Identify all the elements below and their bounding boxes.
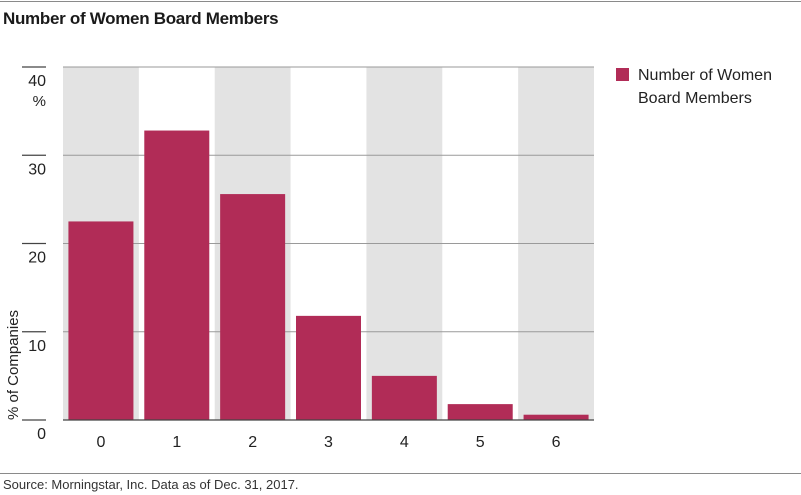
bar (523, 414, 589, 420)
x-tick-label: 0 (96, 434, 105, 451)
y-tick-label: 40 (28, 73, 46, 90)
bar (371, 375, 437, 420)
bar (68, 221, 134, 420)
legend-swatch (616, 68, 629, 81)
bar (220, 194, 286, 420)
chart-title: Number of Women Board Members (3, 9, 279, 28)
legend-label: Number of Women Board Members (638, 67, 772, 107)
bar (144, 130, 210, 421)
y-tick-label: 0 (37, 426, 46, 443)
bar (296, 315, 361, 420)
y-tick-label: 10 (28, 338, 46, 355)
legend: Number of Women Board Members (616, 64, 778, 110)
x-tick-label: 6 (552, 434, 561, 451)
top-rule (0, 1, 801, 2)
x-tick-label: 3 (324, 434, 333, 451)
x-tick-label: 2 (248, 434, 257, 451)
bar (447, 404, 513, 420)
y-tick-label: 30 (28, 161, 46, 178)
y-unit-label: % (33, 93, 46, 110)
x-tick-label: 5 (476, 434, 485, 451)
y-tick-label: 20 (28, 250, 46, 267)
y-axis-title: % of Companies (5, 310, 22, 420)
x-tick-label: 1 (172, 434, 181, 451)
source-note: Source: Morningstar, Inc. Data as of Dec… (3, 477, 299, 492)
x-tick-label: 4 (400, 434, 409, 451)
bottom-rule (0, 473, 801, 474)
